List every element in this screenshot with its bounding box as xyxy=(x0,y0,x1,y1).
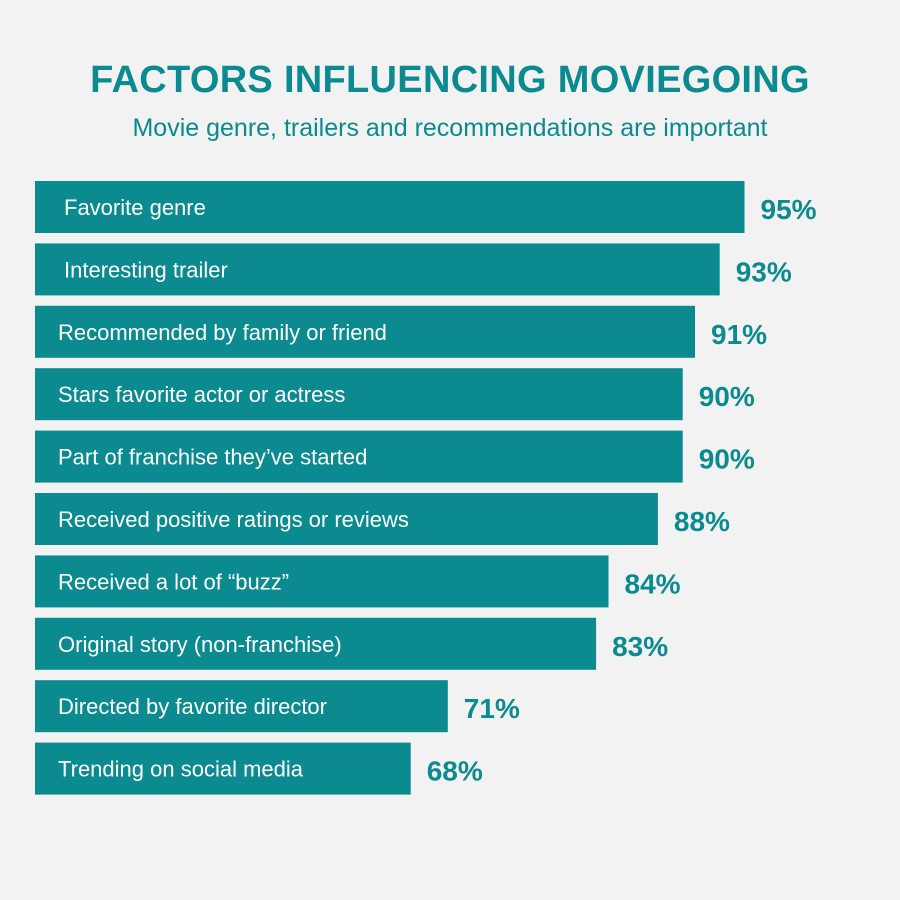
bar-value-label: 71% xyxy=(464,693,520,724)
bar-5 xyxy=(35,430,683,483)
bar-3 xyxy=(35,305,695,358)
bar-category-label: Trending on social media xyxy=(58,757,304,782)
bar-category-label: Part of franchise they’ve started xyxy=(58,445,367,470)
chart-subtitle: Movie genre, trailers and recommendation… xyxy=(132,114,768,142)
bar-category-label: Received positive ratings or reviews xyxy=(58,507,409,532)
bar-4 xyxy=(35,368,683,421)
bar-value-label: 91% xyxy=(711,319,767,350)
bar-category-label: Recommended by family or friend xyxy=(58,320,387,345)
bar-1 xyxy=(35,181,745,233)
bar-value-label: 93% xyxy=(736,256,792,287)
bar-category-label: Interesting trailer xyxy=(64,257,228,282)
bar-value-label: 90% xyxy=(699,444,755,475)
bar-8 xyxy=(35,617,597,670)
bar-2 xyxy=(35,243,720,296)
bar-value-label: 83% xyxy=(612,631,668,662)
bar-value-label: 88% xyxy=(674,506,730,537)
bar-10 xyxy=(35,742,411,795)
bar-category-label: Received a lot of “buzz” xyxy=(58,569,289,594)
bar-9 xyxy=(35,680,448,733)
chart-title: FACTORS INFLUENCING MOVIEGOING xyxy=(90,59,810,101)
bar-value-label: 84% xyxy=(625,568,681,599)
bar-6 xyxy=(35,493,658,545)
bar-value-label: 90% xyxy=(699,381,755,412)
bar-7 xyxy=(35,555,609,608)
bar-category-label: Favorite genre xyxy=(64,195,206,220)
bar-value-label: 95% xyxy=(761,194,817,225)
bar-category-label: Directed by favorite director xyxy=(58,694,327,719)
bar-category-label: Stars favorite actor or actress xyxy=(58,382,345,407)
bar-value-label: 68% xyxy=(427,756,483,787)
bar-category-label: Original story (non-franchise) xyxy=(58,632,342,657)
